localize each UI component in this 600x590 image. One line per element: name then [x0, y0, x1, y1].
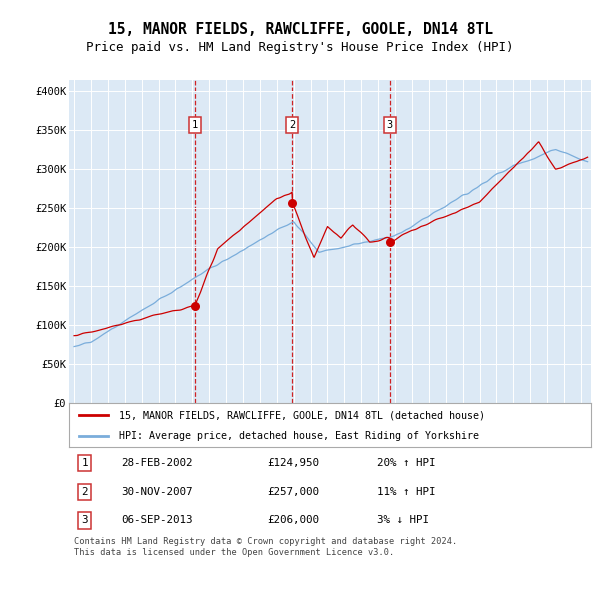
- Text: 20% ↑ HPI: 20% ↑ HPI: [377, 458, 436, 468]
- Text: 15, MANOR FIELDS, RAWCLIFFE, GOOLE, DN14 8TL: 15, MANOR FIELDS, RAWCLIFFE, GOOLE, DN14…: [107, 22, 493, 37]
- Text: £206,000: £206,000: [268, 516, 319, 526]
- Text: 06-SEP-2013: 06-SEP-2013: [121, 516, 193, 526]
- Text: 2: 2: [82, 487, 88, 497]
- Text: 11% ↑ HPI: 11% ↑ HPI: [377, 487, 436, 497]
- Text: 3% ↓ HPI: 3% ↓ HPI: [377, 516, 429, 526]
- Text: 3: 3: [82, 516, 88, 526]
- Text: 30-NOV-2007: 30-NOV-2007: [121, 487, 193, 497]
- Text: 3: 3: [386, 120, 392, 130]
- Text: Price paid vs. HM Land Registry's House Price Index (HPI): Price paid vs. HM Land Registry's House …: [86, 41, 514, 54]
- Text: 1: 1: [192, 120, 198, 130]
- Text: £124,950: £124,950: [268, 458, 319, 468]
- Text: 28-FEB-2002: 28-FEB-2002: [121, 458, 193, 468]
- Text: Contains HM Land Registry data © Crown copyright and database right 2024.
This d: Contains HM Land Registry data © Crown c…: [74, 536, 457, 558]
- Text: HPI: Average price, detached house, East Riding of Yorkshire: HPI: Average price, detached house, East…: [119, 431, 479, 441]
- Text: 2: 2: [289, 120, 295, 130]
- Text: 15, MANOR FIELDS, RAWCLIFFE, GOOLE, DN14 8TL (detached house): 15, MANOR FIELDS, RAWCLIFFE, GOOLE, DN14…: [119, 411, 485, 420]
- Text: £257,000: £257,000: [268, 487, 319, 497]
- Text: 1: 1: [82, 458, 88, 468]
